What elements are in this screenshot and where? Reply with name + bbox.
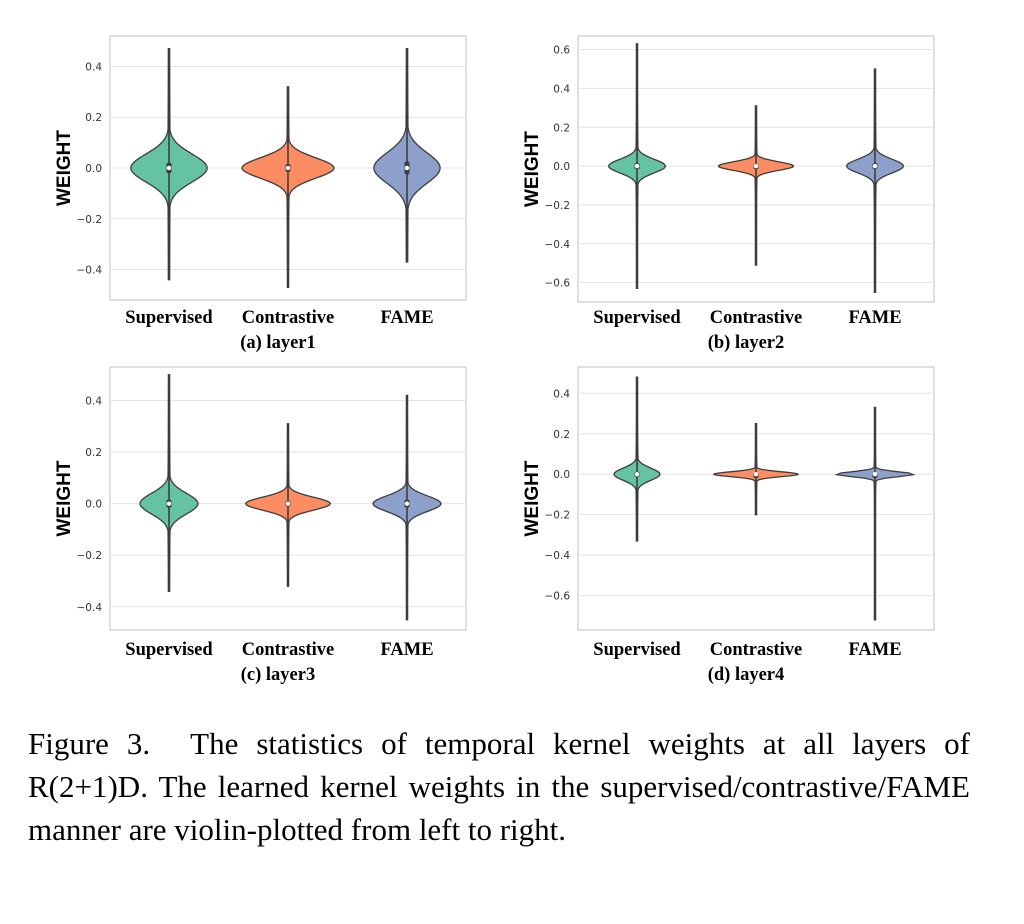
panel-4-x-tick-label-fame: FAME [848, 640, 901, 660]
panel-1-median-dot-contrastive [285, 165, 291, 171]
panel-1-median-dot-fame [404, 165, 410, 171]
violin-plot-figure: 0.4 0.2 0.0 −0.2 −0.4 WEIGHT Supervised Contras… [54, 35, 935, 685]
panel-1-y-tick-label: −0.4 [77, 265, 103, 277]
panel-1-subtitle: (a) layer1 [240, 333, 316, 353]
panel-3-median-dot-supervised [166, 501, 172, 506]
panel-2-y-axis-label: WEIGHT [522, 131, 543, 207]
panel-2-y-tick-label: −0.6 [545, 278, 571, 290]
panel-1-x-tick-label-supervised: Supervised [125, 308, 213, 328]
panel-3-median-dot-contrastive [285, 501, 291, 506]
panel-2-y-tick-label: 0.6 [553, 45, 570, 57]
panel-2-subtitle: (b) layer2 [708, 333, 785, 353]
panel-3: 0.4 0.2 0.0 −0.2 −0.4 WEIGHT Supervised Contras… [54, 366, 467, 685]
panel-3-y-tick-label: −0.2 [77, 550, 103, 562]
panel-2-y-tick-label: 0.2 [553, 122, 570, 134]
panel-4-median-dot-fame [872, 472, 878, 477]
panel-2-y-tick-label: −0.4 [545, 239, 571, 251]
panel-2: 0.6 0.4 0.2 0.0 −0.2 −0.4 −0.6 WEIGHT Supervised… [522, 35, 935, 353]
panel-4-y-tick-label: −0.2 [545, 510, 571, 522]
panel-4-y-tick-label: −0.4 [545, 550, 571, 562]
panel-2-y-tick-label: −0.2 [545, 200, 571, 212]
panel-4-x-tick-label-supervised: Supervised [593, 640, 681, 660]
panel-1-y-tick-label: 0.4 [85, 61, 102, 73]
panel-1-median-dot-supervised [166, 165, 172, 171]
panel-3-x-tick-label-contrastive: Contrastive [242, 640, 334, 660]
panel-4-y-tick-label: 0.4 [553, 388, 570, 400]
panel-4-y-tick-label: −0.6 [545, 591, 571, 603]
panel-1-y-tick-label: 0.0 [85, 163, 102, 175]
figure-caption: Figure 3. The statistics of temporal kern… [28, 722, 970, 851]
panel-4-median-dot-contrastive [753, 472, 759, 477]
panel-3-subtitle: (c) layer3 [241, 665, 315, 685]
panel-3-x-tick-label-fame: FAME [380, 640, 433, 660]
panel-4-x-tick-label-contrastive: Contrastive [710, 640, 802, 660]
figure-caption-text: The statistics of temporal kernel weight… [28, 726, 971, 847]
panel-2-y-tick-label: 0.0 [553, 161, 570, 173]
panel-2-median-dot-supervised [634, 163, 640, 169]
panel-4-median-dot-supervised [634, 472, 640, 477]
panel-3-y-tick-label: 0.0 [85, 499, 102, 511]
panel-4-y-tick-label: 0.0 [553, 469, 570, 481]
panel-1-x-tick-label-fame: FAME [380, 308, 433, 328]
panel-1: 0.4 0.2 0.0 −0.2 −0.4 WEIGHT Supervised Contras… [54, 35, 467, 353]
panel-2-x-tick-label-supervised: Supervised [593, 308, 681, 328]
panel-1-y-tick-label: 0.2 [85, 112, 102, 124]
panel-3-median-dot-fame [404, 501, 410, 506]
panel-1-x-tick-label-contrastive: Contrastive [242, 308, 334, 328]
panel-4-subtitle: (d) layer4 [708, 665, 785, 685]
panel-4: 0.4 0.2 0.0 −0.2 −0.4 −0.6 WEIGHT Supervised Con… [522, 366, 935, 685]
panel-1-y-tick-label: −0.2 [77, 214, 103, 226]
panel-2-median-dot-contrastive [753, 163, 759, 169]
panel-2-x-tick-label-contrastive: Contrastive [710, 308, 802, 328]
panel-1-y-axis-label: WEIGHT [54, 130, 75, 206]
panel-3-y-tick-label: 0.4 [85, 396, 102, 408]
panel-2-x-tick-label-fame: FAME [848, 308, 901, 328]
panel-3-x-tick-label-supervised: Supervised [125, 640, 213, 660]
panel-4-y-axis-label: WEIGHT [522, 460, 543, 536]
panel-3-y-tick-label: −0.4 [77, 602, 103, 614]
panel-3-y-tick-label: 0.2 [85, 447, 102, 459]
figure-label: Figure 3. [28, 726, 151, 761]
panel-2-y-tick-label: 0.4 [553, 83, 570, 95]
panel-2-median-dot-fame [872, 163, 878, 169]
panel-3-y-axis-label: WEIGHT [54, 460, 75, 536]
panel-4-y-tick-label: 0.2 [553, 429, 570, 441]
